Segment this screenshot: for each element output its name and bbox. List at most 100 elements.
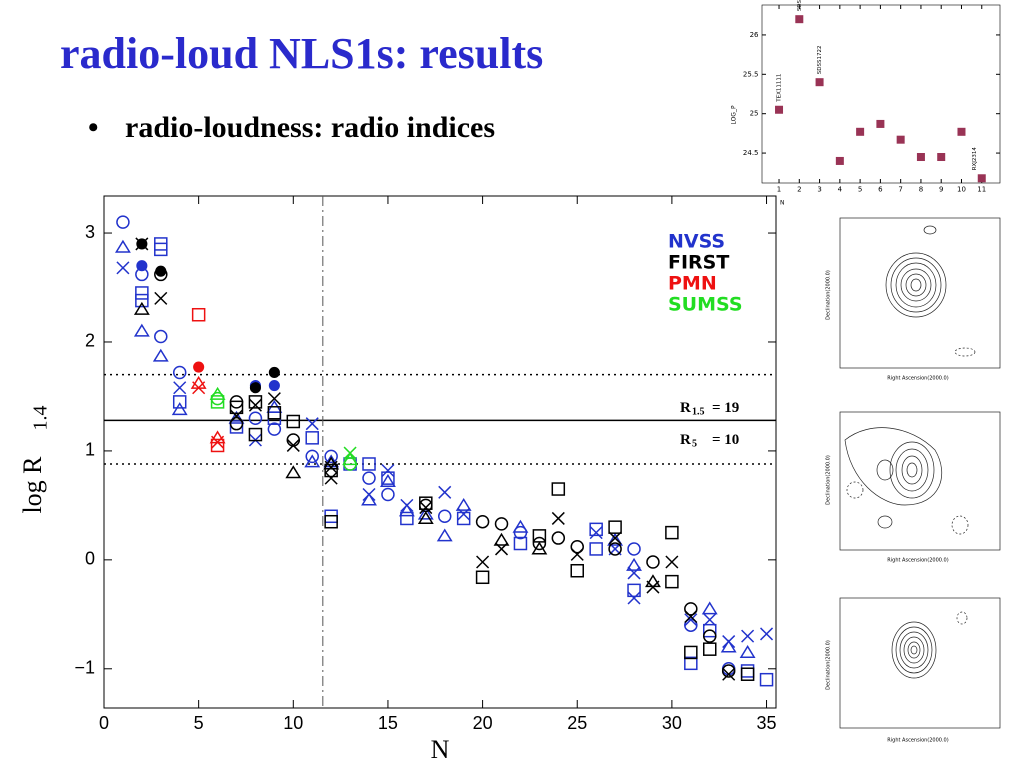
point [665,555,679,569]
x-axis-label: N [431,735,450,764]
point [324,460,338,474]
map-ra-label: Right Ascension(2000.0) [887,376,948,382]
point [135,293,149,308]
x-tick-label: 5 [858,185,862,193]
point [740,664,755,678]
point [684,656,698,671]
annotation-sub: 1.5 [692,407,705,418]
point [172,365,187,380]
y-tick-label: 26 [750,31,759,39]
point [229,416,244,431]
point [249,382,261,394]
point [209,386,226,400]
slide-title: radio-loud NLS1s: results [60,29,543,78]
point [684,609,698,624]
point [304,454,321,468]
point [703,613,717,627]
point [154,267,168,282]
point [570,563,584,578]
point [722,667,736,681]
point [228,410,245,424]
point [286,438,300,452]
point [172,395,187,409]
point [589,526,603,540]
point [361,492,377,506]
y-axis-label-sub: 1.4 [30,406,52,431]
point [152,348,169,362]
y-tick-label: −1 [74,658,95,678]
point [551,482,566,496]
point [475,514,490,529]
x-tick-label: 6 [878,185,883,193]
x-tick-label: 2 [797,185,801,193]
x-tick-label: 10 [957,185,966,193]
point [248,411,263,425]
point [720,639,737,653]
bullet-text: radio-loudness: radio indices [125,111,495,144]
point [229,420,244,434]
x-tick-label: 3 [817,185,821,193]
point [436,528,453,542]
point [741,629,755,643]
point [570,540,584,554]
point [116,261,130,275]
point [154,242,168,257]
point [739,645,756,658]
point [589,522,603,537]
point [248,395,263,409]
point [116,215,130,229]
annotation: R [680,432,691,448]
point [570,547,584,561]
point [476,555,490,569]
point [154,291,168,305]
point [608,531,622,545]
point [701,601,718,615]
point [154,329,168,344]
y-tick-label: 3 [85,222,95,242]
point [513,536,528,551]
point [627,542,641,556]
point [702,642,717,656]
x-tick-label: 1 [777,185,781,193]
point [937,153,946,162]
point-label: TEX11111 [777,74,783,103]
point [835,156,844,165]
point [513,525,528,540]
x-tick-label: 25 [567,713,587,733]
point [398,503,415,517]
point [114,239,131,253]
legend-entry: PMN [668,273,717,295]
x-tick-label: 20 [473,713,493,733]
point [740,667,755,681]
point [324,449,338,464]
point [456,511,471,526]
y-tick-label: 1 [85,440,95,460]
y-tick-label: 25.5 [743,70,759,78]
point [455,497,472,511]
x-tick-label: 11 [977,185,986,193]
point [665,525,679,540]
point [702,623,717,638]
point [646,580,660,594]
map-dec-label: Declination(2000.0) [826,640,832,690]
x-tick-label: 9 [939,185,943,193]
point [419,501,433,515]
point [381,471,395,485]
point [135,237,149,251]
point [193,361,205,373]
point [702,629,717,643]
y-axis-label: log R [18,456,47,514]
point [305,449,319,464]
point [627,591,641,605]
point [532,536,547,551]
point [627,566,641,580]
point [608,542,622,556]
point [248,398,262,412]
map-ra-label: Right Ascension(2000.0) [887,738,948,744]
plot-frame [103,195,777,709]
point [135,286,149,300]
point [417,506,434,520]
point [136,260,148,272]
point [775,105,784,114]
x-tick-label: 35 [757,713,777,733]
